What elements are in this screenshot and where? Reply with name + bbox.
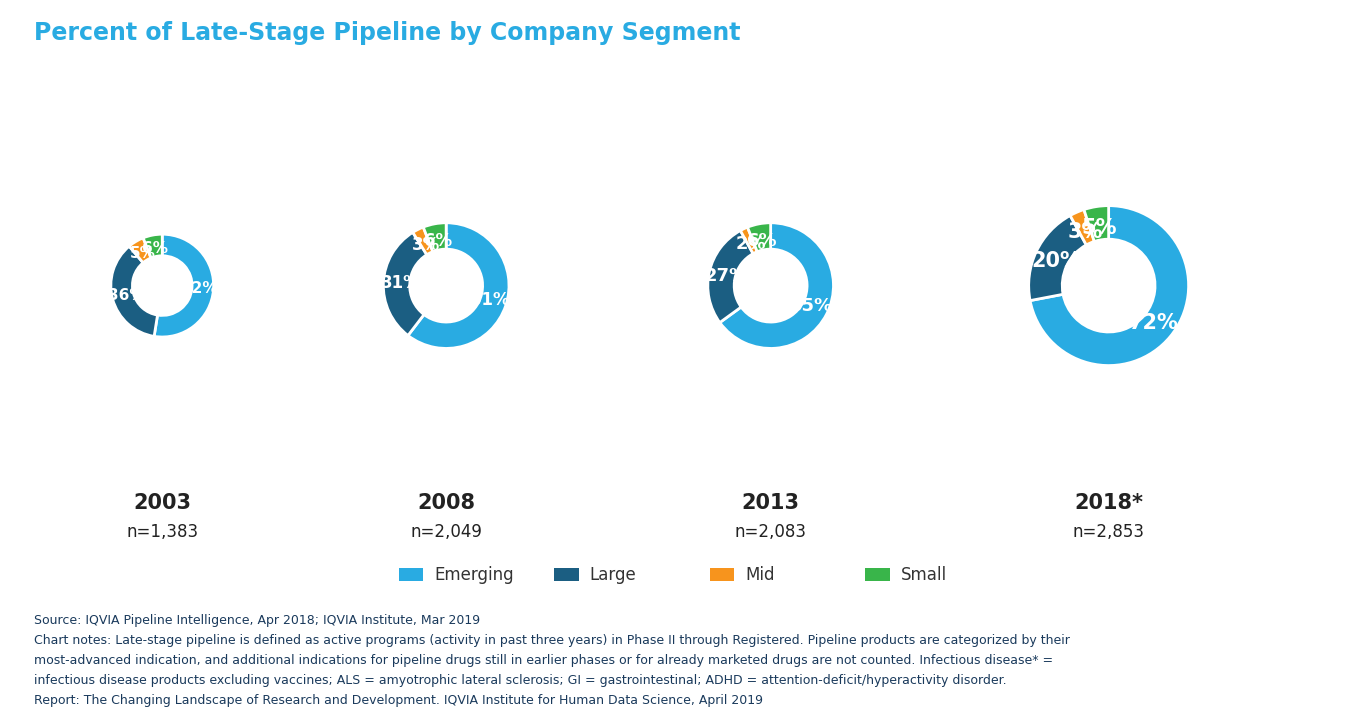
Wedge shape	[708, 231, 753, 323]
Text: Report: The Changing Landscape of Research and Development. IQVIA Institute for : Report: The Changing Landscape of Resear…	[34, 694, 763, 707]
Text: Mid: Mid	[745, 565, 775, 584]
Text: 2008: 2008	[418, 493, 475, 513]
Text: Percent of Late-Stage Pipeline by Company Segment: Percent of Late-Stage Pipeline by Compan…	[34, 21, 741, 46]
Wedge shape	[408, 223, 508, 348]
Text: 5%: 5%	[130, 246, 155, 261]
Wedge shape	[154, 234, 214, 337]
Text: n=2,083: n=2,083	[734, 523, 807, 541]
Text: 27%: 27%	[704, 266, 748, 285]
Text: 3%: 3%	[411, 236, 439, 253]
Text: 6%: 6%	[746, 231, 777, 250]
Text: Emerging: Emerging	[434, 565, 514, 584]
Text: n=2,049: n=2,049	[410, 523, 483, 541]
Wedge shape	[748, 223, 771, 252]
Text: 72%: 72%	[1129, 313, 1179, 333]
Text: 2013: 2013	[742, 493, 799, 513]
Text: n=2,853: n=2,853	[1072, 523, 1145, 541]
Text: 2018*: 2018*	[1073, 493, 1144, 513]
Text: Chart notes: Late-stage pipeline is defined as active programs (activity in past: Chart notes: Late-stage pipeline is defi…	[34, 634, 1069, 647]
Wedge shape	[423, 223, 446, 251]
Text: 6%: 6%	[142, 241, 168, 256]
Text: Large: Large	[589, 565, 637, 584]
Text: 20%: 20%	[1030, 251, 1080, 271]
Wedge shape	[1084, 206, 1109, 241]
Text: 52%: 52%	[181, 281, 218, 296]
Wedge shape	[111, 246, 158, 336]
Text: 2003: 2003	[134, 493, 191, 513]
Text: 31%: 31%	[380, 274, 420, 293]
Text: 6%: 6%	[423, 231, 452, 249]
Wedge shape	[1030, 206, 1188, 366]
Text: 61%: 61%	[469, 291, 510, 309]
Text: most-advanced indication, and additional indications for pipeline drugs still in: most-advanced indication, and additional…	[34, 654, 1053, 667]
Text: 36%: 36%	[108, 288, 145, 303]
Wedge shape	[384, 232, 427, 336]
Text: n=1,383: n=1,383	[126, 523, 199, 541]
Wedge shape	[130, 238, 151, 263]
Text: infectious disease products excluding vaccines; ALS = amyotrophic lateral sclero: infectious disease products excluding va…	[34, 674, 1006, 687]
Text: 65%: 65%	[790, 298, 833, 316]
Text: Source: IQVIA Pipeline Intelligence, Apr 2018; IQVIA Institute, Mar 2019: Source: IQVIA Pipeline Intelligence, Apr…	[34, 614, 480, 627]
Wedge shape	[719, 223, 833, 348]
Text: 2%: 2%	[735, 235, 767, 253]
Wedge shape	[1071, 209, 1094, 245]
Text: 5%: 5%	[1082, 218, 1117, 238]
Text: Small: Small	[900, 565, 946, 584]
Wedge shape	[412, 227, 433, 255]
Wedge shape	[1029, 216, 1086, 301]
Text: 3%: 3%	[1068, 222, 1103, 242]
Wedge shape	[741, 227, 757, 253]
Wedge shape	[143, 234, 162, 258]
